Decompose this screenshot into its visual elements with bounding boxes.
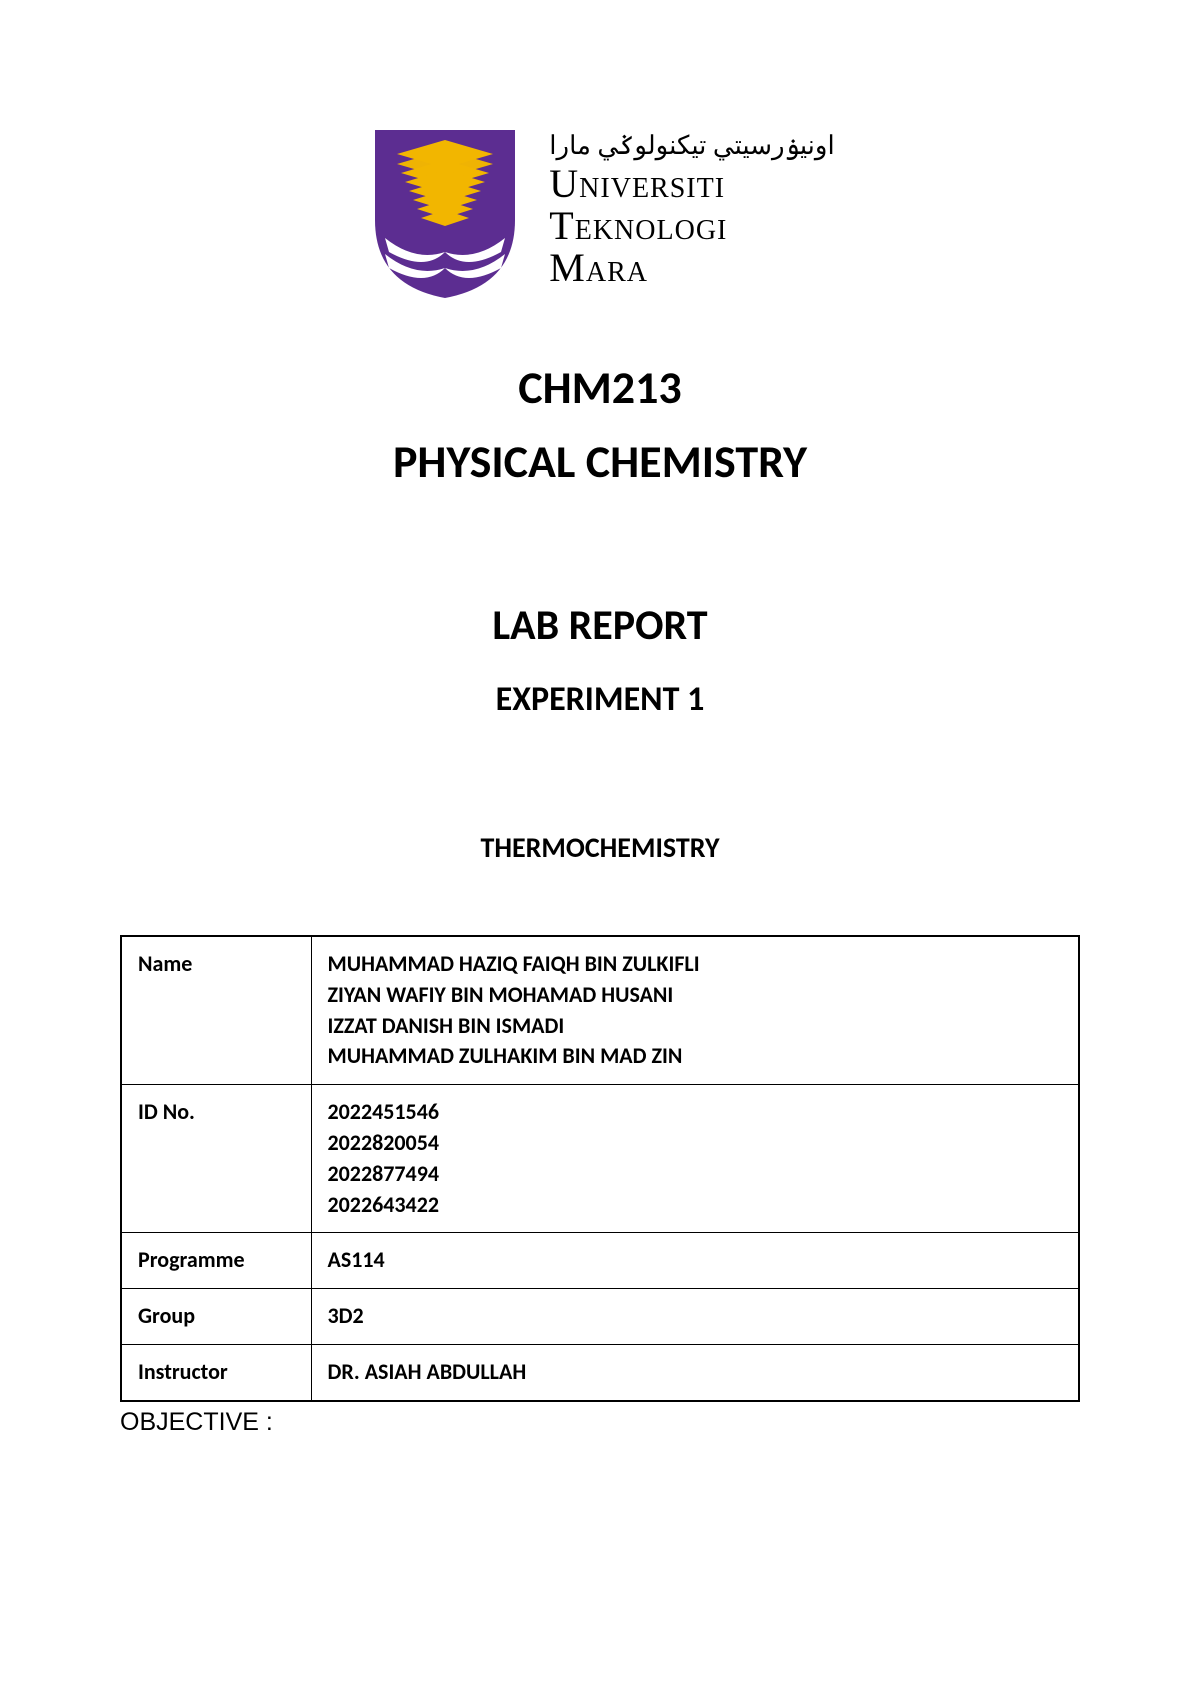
topic-heading: THERMOCHEMISTRY (120, 830, 1080, 865)
value-group: 3D2 (311, 1289, 1079, 1345)
value-programme: AS114 (311, 1233, 1079, 1289)
label-id: ID No. (121, 1085, 311, 1233)
logo-block: اونيۏرسيتي تيکنولوݢي مارا Universiti Tek… (120, 120, 1080, 300)
label-programme: Programme (121, 1233, 311, 1289)
title-block: CHM213 PHYSICAL CHEMISTRY LAB REPORT EXP… (120, 360, 1080, 865)
value-ids: 2022451546 2022820054 2022877494 2022643… (311, 1085, 1079, 1233)
document-page: اونيۏرسيتي تيکنولوݢي مارا Universiti Tek… (0, 0, 1200, 1437)
logo-text: اونيۏرسيتي تيکنولوݢي مارا Universiti Tek… (549, 131, 834, 289)
table-row: Instructor DR. ASIAH ABDULLAH (121, 1344, 1079, 1400)
label-name: Name (121, 936, 311, 1085)
table-row: Name MUHAMMAD HAZIQ FAIQH BIN ZULKIFLI Z… (121, 936, 1079, 1085)
experiment-heading: EXPERIMENT 1 (120, 679, 1080, 720)
table-row: Group 3D2 (121, 1289, 1079, 1345)
value-names: MUHAMMAD HAZIQ FAIQH BIN ZULKIFLI ZIYAN … (311, 936, 1079, 1085)
objective-label: OBJECTIVE : (120, 1408, 1080, 1437)
info-table: Name MUHAMMAD HAZIQ FAIQH BIN ZULKIFLI Z… (120, 935, 1080, 1402)
table-row: ID No. 2022451546 2022820054 2022877494 … (121, 1085, 1079, 1233)
university-line-2: Teknologi (549, 205, 834, 247)
university-line-1: Universiti (549, 163, 834, 205)
jawi-script: اونيۏرسيتي تيکنولوݢي مارا (549, 131, 834, 161)
table-row: Programme AS114 (121, 1233, 1079, 1289)
uitm-shield-icon (365, 120, 525, 300)
value-instructor: DR. ASIAH ABDULLAH (311, 1344, 1079, 1400)
university-line-3: Mara (549, 247, 834, 289)
course-title: PHYSICAL CHEMISTRY (120, 434, 1080, 490)
label-group: Group (121, 1289, 311, 1345)
lab-report-heading: LAB REPORT (120, 600, 1080, 651)
course-code: CHM213 (120, 360, 1080, 416)
label-instructor: Instructor (121, 1344, 311, 1400)
